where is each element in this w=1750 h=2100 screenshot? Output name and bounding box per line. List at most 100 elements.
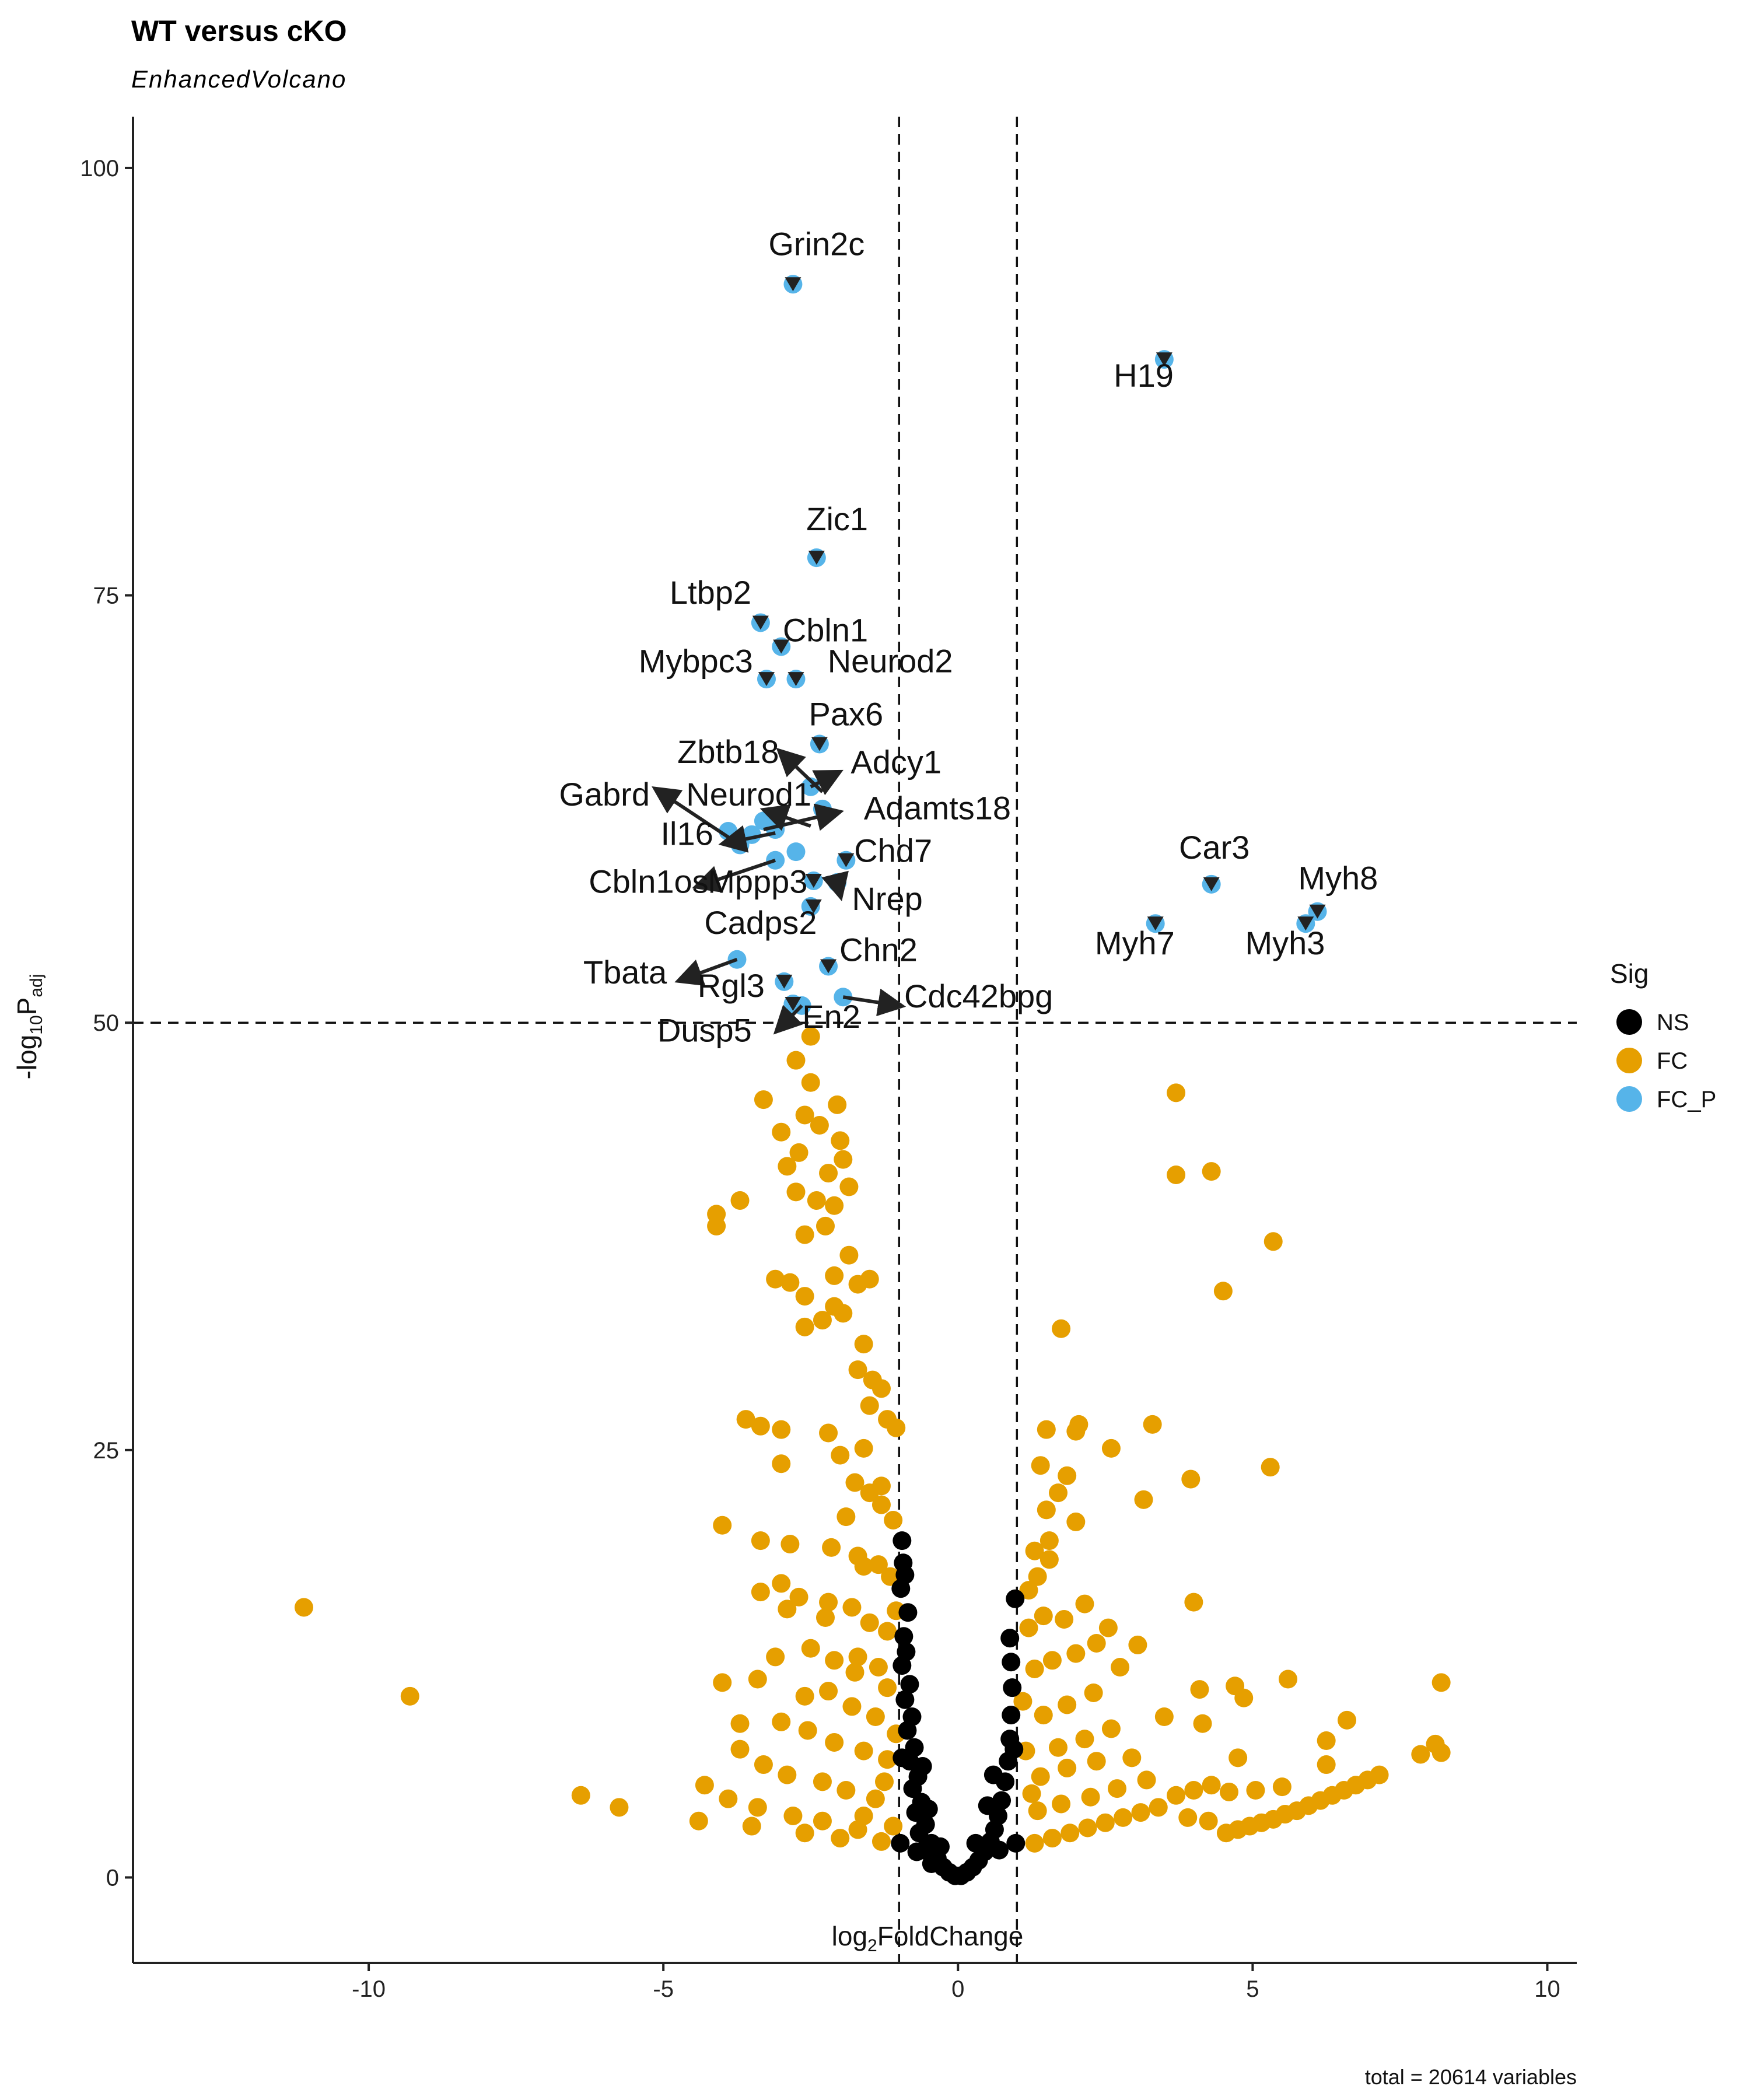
data-point xyxy=(1066,1422,1086,1441)
data-point xyxy=(807,1191,826,1210)
data-point xyxy=(1202,1776,1221,1795)
data-point xyxy=(887,1418,906,1437)
label-connector xyxy=(692,858,776,893)
label-connector xyxy=(718,825,776,853)
legend-entry-fc-p: FC_P xyxy=(1616,1086,1716,1112)
label-connector xyxy=(810,769,844,796)
data-point xyxy=(860,1613,879,1632)
data-point xyxy=(1272,1777,1292,1797)
data-point xyxy=(966,1833,985,1853)
data-point xyxy=(842,1598,862,1617)
data-point xyxy=(813,1311,832,1330)
data-point xyxy=(1167,1166,1186,1185)
data-point xyxy=(892,1531,912,1550)
label-connector xyxy=(763,803,844,831)
data-point xyxy=(872,1832,891,1851)
data-point xyxy=(1098,1618,1118,1637)
gene-label: En2 xyxy=(802,998,860,1035)
label-pointer xyxy=(785,996,802,1011)
data-point xyxy=(825,1651,844,1670)
chart-title: WT versus cKO xyxy=(131,15,347,47)
gene-label: Rgl3 xyxy=(698,967,765,1004)
legend-swatch-fc-p xyxy=(1616,1086,1642,1112)
data-point xyxy=(766,1647,785,1667)
data-point xyxy=(713,1673,732,1692)
data-point xyxy=(1219,1782,1238,1801)
gene-labels: Grin2c H19 Zic1 Ltbp2 Cbln1 Mybpc3 Neurod2 Pax6… xyxy=(559,225,1378,1048)
data-point xyxy=(730,1740,750,1759)
gene-label: Grin2c xyxy=(768,225,864,262)
data-point xyxy=(801,1639,820,1658)
data-point xyxy=(895,1690,915,1709)
x-tick-label: 5 xyxy=(1246,1976,1259,2002)
chart-subtitle: EnhancedVolcano xyxy=(131,65,346,93)
data-point xyxy=(1084,1683,1103,1702)
gene-label: Adcy1 xyxy=(850,743,942,780)
data-point xyxy=(907,1842,926,1861)
label-connector xyxy=(842,988,907,1017)
data-point xyxy=(1031,1767,1050,1786)
data-point xyxy=(875,1772,894,1791)
data-point xyxy=(689,1811,708,1831)
data-point xyxy=(828,1095,847,1114)
data-point xyxy=(894,1627,914,1646)
gene-label: Zic1 xyxy=(806,501,868,537)
data-point xyxy=(786,842,806,862)
data-point xyxy=(884,1510,903,1530)
data-point xyxy=(730,1191,750,1210)
data-point xyxy=(778,1765,797,1784)
data-point xyxy=(571,1786,590,1805)
data-point xyxy=(1042,1829,1062,1848)
data-point xyxy=(1058,1466,1077,1485)
data-point xyxy=(1134,1490,1153,1509)
data-point xyxy=(1040,1550,1059,1569)
data-point xyxy=(891,1579,911,1598)
data-point xyxy=(772,1712,791,1731)
data-point xyxy=(836,1781,856,1800)
data-point xyxy=(1075,1594,1094,1614)
series-fc xyxy=(294,1027,1451,1853)
gene-label: Adamts18 xyxy=(864,789,1011,826)
data-point xyxy=(1034,1706,1053,1725)
gene-label: Ltbp2 xyxy=(670,574,751,611)
x-axis-title: log2FoldChange xyxy=(832,1921,1024,1955)
gene-label: Cbln1os xyxy=(589,863,708,900)
data-point xyxy=(1114,1808,1133,1827)
y-tick-label: 0 xyxy=(106,1865,119,1891)
label-pointer xyxy=(820,959,837,974)
data-point xyxy=(795,1225,814,1244)
data-point xyxy=(884,1817,903,1836)
data-point xyxy=(881,1567,900,1586)
data-point xyxy=(1111,1658,1130,1677)
data-point xyxy=(713,1516,732,1535)
data-point xyxy=(825,1196,844,1215)
data-point xyxy=(778,1157,797,1176)
data-point xyxy=(748,1670,767,1689)
plot-area: Grin2c H19 Zic1 Ltbp2 Cbln1 Mybpc3 Neurod2 Pax6… xyxy=(133,117,1577,1963)
label-pointer xyxy=(1297,916,1314,931)
data-point xyxy=(1022,1784,1041,1803)
data-point xyxy=(1037,1500,1056,1520)
data-point xyxy=(1005,1740,1024,1759)
data-point xyxy=(1128,1635,1147,1654)
data-point xyxy=(1167,1083,1186,1102)
data-point xyxy=(707,1216,726,1236)
data-point xyxy=(695,1776,714,1795)
data-point xyxy=(930,1837,950,1856)
data-point xyxy=(984,1765,1003,1784)
data-point xyxy=(1432,1743,1451,1762)
data-point xyxy=(992,1791,1012,1810)
gene-label: Nrep xyxy=(852,880,922,917)
data-point xyxy=(848,1360,867,1380)
data-point xyxy=(751,1531,770,1550)
data-point xyxy=(848,1647,867,1667)
legend-label-fc-p: FC_P xyxy=(1657,1087,1716,1112)
data-point xyxy=(778,1600,797,1619)
data-point xyxy=(730,1714,750,1733)
data-point xyxy=(872,1379,891,1398)
data-point xyxy=(786,1182,806,1202)
gene-label: Cadps2 xyxy=(704,904,817,941)
data-point xyxy=(825,1732,844,1752)
gene-label: Gabrd xyxy=(559,776,650,813)
data-point xyxy=(845,1473,864,1492)
